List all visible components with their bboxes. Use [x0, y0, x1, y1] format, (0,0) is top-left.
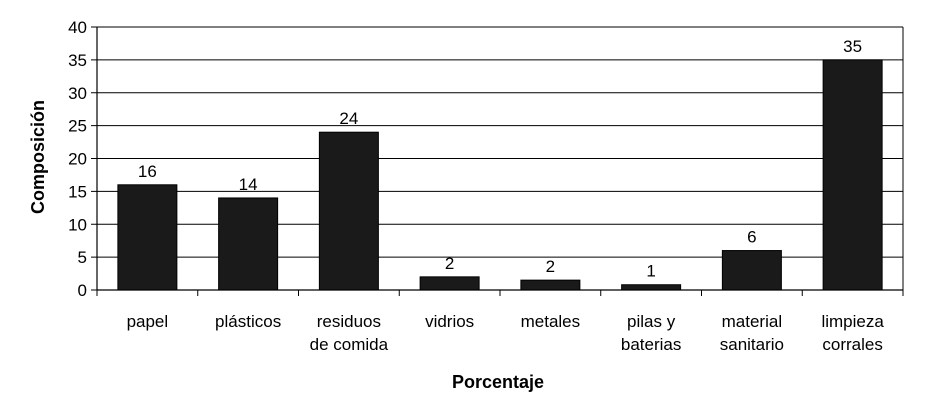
bar — [621, 284, 682, 291]
y-tick-label: 25 — [68, 117, 87, 136]
y-tick-label: 10 — [68, 215, 87, 234]
x-category-labels: papel plásticos residuos de comida vidrios me… — [127, 312, 885, 354]
bar — [318, 131, 379, 291]
data-label: 35 — [843, 37, 862, 56]
data-label: 2 — [445, 254, 454, 273]
x-category-label: material sanitario — [720, 312, 784, 354]
axes — [91, 26, 904, 296]
y-tick-label: 15 — [68, 182, 87, 201]
y-tick-label: 35 — [68, 51, 87, 70]
x-axis-title: Porcentaje — [452, 372, 544, 392]
y-axis-title: Composición — [28, 100, 48, 214]
bar — [218, 197, 279, 291]
data-label: 2 — [546, 257, 555, 276]
x-category-label: limpieza corrales — [821, 312, 884, 354]
data-label: 6 — [747, 228, 756, 247]
bar — [721, 250, 782, 291]
bar — [520, 279, 581, 291]
y-tick-label: 5 — [78, 248, 87, 267]
bars — [117, 59, 883, 291]
bar — [117, 184, 178, 291]
bar — [822, 59, 883, 291]
y-tick-label: 40 — [68, 18, 87, 37]
data-label: 14 — [239, 175, 258, 194]
data-label: 1 — [646, 262, 655, 281]
y-tick-label: 0 — [78, 281, 87, 300]
x-category-label: vidrios — [425, 312, 474, 331]
x-category-label: papel — [127, 312, 169, 331]
x-category-label: metales — [521, 312, 581, 331]
y-tick-labels: 0 5 10 15 20 25 30 35 40 — [68, 18, 87, 300]
x-category-label: pilas y baterias — [621, 312, 681, 354]
x-category-label: plásticos — [215, 312, 281, 331]
data-label: 16 — [138, 162, 157, 181]
gridlines — [97, 26, 903, 258]
y-tick-label: 30 — [68, 84, 87, 103]
y-tick-label: 20 — [68, 150, 87, 169]
data-label: 24 — [339, 109, 358, 128]
x-category-label: residuos de comida — [310, 312, 389, 354]
bar — [419, 276, 480, 291]
